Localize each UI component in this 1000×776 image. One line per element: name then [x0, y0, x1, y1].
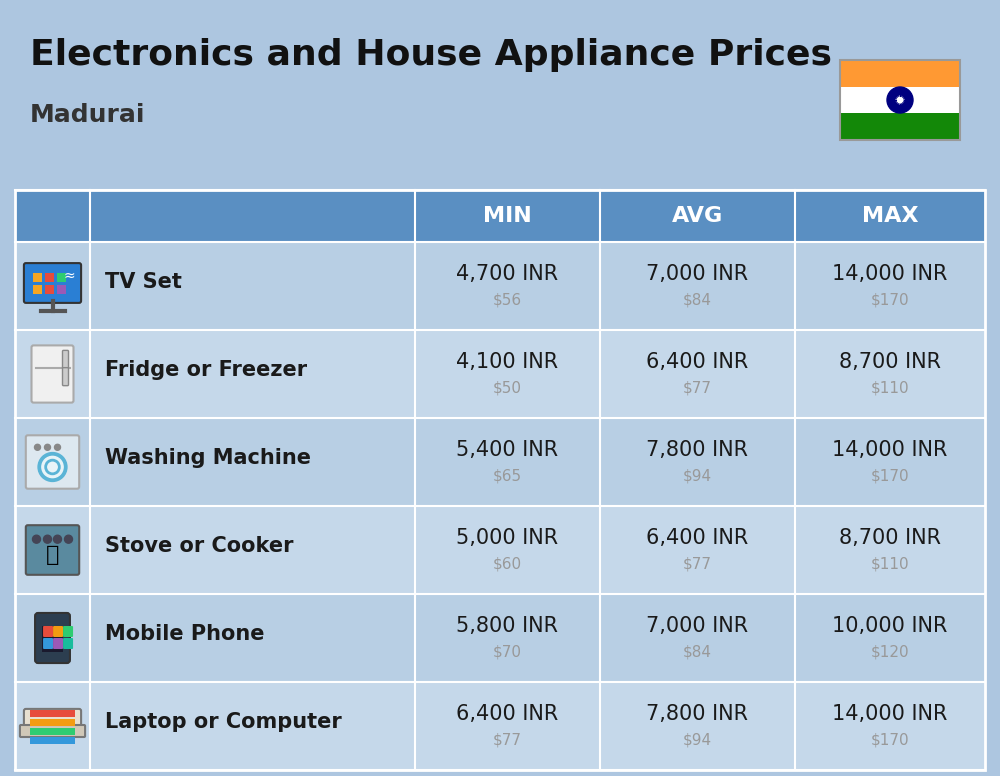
FancyBboxPatch shape	[26, 435, 79, 489]
Circle shape	[44, 535, 52, 543]
FancyBboxPatch shape	[15, 330, 985, 418]
FancyBboxPatch shape	[35, 613, 70, 663]
Text: 5,000 INR: 5,000 INR	[456, 528, 559, 548]
Circle shape	[896, 96, 904, 104]
Text: $94: $94	[683, 469, 712, 483]
Text: AVG: AVG	[672, 206, 723, 226]
Circle shape	[64, 535, 72, 543]
Text: Mobile Phone: Mobile Phone	[105, 624, 264, 644]
Text: TV Set: TV Set	[105, 272, 182, 292]
Text: MAX: MAX	[862, 206, 918, 226]
FancyBboxPatch shape	[20, 725, 85, 737]
FancyBboxPatch shape	[32, 345, 74, 403]
FancyBboxPatch shape	[840, 60, 960, 87]
Text: $65: $65	[493, 469, 522, 483]
Text: $77: $77	[683, 556, 712, 571]
Text: Fridge or Freezer: Fridge or Freezer	[105, 360, 307, 380]
Text: 🔥: 🔥	[46, 545, 59, 565]
Text: $110: $110	[871, 556, 909, 571]
FancyBboxPatch shape	[43, 638, 53, 649]
Text: $84: $84	[683, 645, 712, 660]
FancyBboxPatch shape	[63, 626, 73, 637]
FancyBboxPatch shape	[15, 594, 985, 682]
FancyBboxPatch shape	[56, 285, 66, 294]
Text: $94: $94	[683, 733, 712, 747]
FancyBboxPatch shape	[63, 638, 73, 649]
Text: $70: $70	[493, 645, 522, 660]
Text: 14,000 INR: 14,000 INR	[832, 440, 948, 460]
FancyBboxPatch shape	[32, 285, 42, 294]
FancyBboxPatch shape	[53, 638, 63, 649]
Circle shape	[54, 445, 60, 450]
Text: 14,000 INR: 14,000 INR	[832, 704, 948, 724]
FancyBboxPatch shape	[30, 719, 75, 726]
Text: MIN: MIN	[483, 206, 532, 226]
Text: 4,700 INR: 4,700 INR	[456, 264, 559, 284]
Text: 5,400 INR: 5,400 INR	[456, 440, 559, 460]
FancyBboxPatch shape	[26, 525, 79, 575]
Text: 7,800 INR: 7,800 INR	[646, 440, 748, 460]
FancyBboxPatch shape	[43, 626, 53, 637]
Text: Laptop or Computer: Laptop or Computer	[105, 712, 342, 732]
Text: Stove or Cooker: Stove or Cooker	[105, 536, 294, 556]
Text: 8,700 INR: 8,700 INR	[839, 352, 941, 372]
FancyBboxPatch shape	[30, 710, 75, 717]
Text: $60: $60	[493, 556, 522, 571]
FancyBboxPatch shape	[15, 418, 985, 506]
Text: 14,000 INR: 14,000 INR	[832, 264, 948, 284]
Text: 6,400 INR: 6,400 INR	[646, 528, 749, 548]
Circle shape	[44, 445, 50, 450]
Circle shape	[887, 87, 913, 113]
Circle shape	[42, 456, 63, 478]
Text: 8,700 INR: 8,700 INR	[839, 528, 941, 548]
FancyBboxPatch shape	[24, 709, 81, 730]
Text: $170: $170	[871, 733, 909, 747]
Text: $77: $77	[493, 733, 522, 747]
Text: $50: $50	[493, 380, 522, 396]
Circle shape	[38, 452, 67, 481]
FancyBboxPatch shape	[15, 242, 985, 330]
FancyBboxPatch shape	[15, 682, 985, 770]
Circle shape	[34, 445, 40, 450]
FancyBboxPatch shape	[30, 737, 75, 744]
Text: 4,100 INR: 4,100 INR	[456, 352, 559, 372]
Circle shape	[32, 535, 40, 543]
Text: 7,800 INR: 7,800 INR	[646, 704, 748, 724]
FancyBboxPatch shape	[42, 626, 63, 652]
Text: ≈: ≈	[63, 269, 75, 283]
FancyBboxPatch shape	[62, 368, 68, 386]
FancyBboxPatch shape	[44, 285, 54, 294]
Text: Electronics and House Appliance Prices: Electronics and House Appliance Prices	[30, 38, 832, 72]
FancyBboxPatch shape	[15, 190, 985, 242]
FancyBboxPatch shape	[32, 273, 42, 282]
Text: $170: $170	[871, 293, 909, 307]
FancyBboxPatch shape	[56, 273, 66, 282]
Text: Madurai: Madurai	[30, 103, 146, 127]
Text: $120: $120	[871, 645, 909, 660]
FancyBboxPatch shape	[30, 728, 75, 735]
Text: 10,000 INR: 10,000 INR	[832, 616, 948, 636]
Text: $110: $110	[871, 380, 909, 396]
Text: $170: $170	[871, 469, 909, 483]
Text: $77: $77	[683, 380, 712, 396]
FancyBboxPatch shape	[15, 506, 985, 594]
Text: 7,000 INR: 7,000 INR	[646, 616, 749, 636]
Text: $56: $56	[493, 293, 522, 307]
Text: 6,400 INR: 6,400 INR	[456, 704, 559, 724]
Text: Washing Machine: Washing Machine	[105, 448, 311, 468]
FancyBboxPatch shape	[840, 113, 960, 140]
FancyBboxPatch shape	[840, 87, 960, 113]
Text: $84: $84	[683, 293, 712, 307]
Text: 6,400 INR: 6,400 INR	[646, 352, 749, 372]
FancyBboxPatch shape	[53, 626, 63, 637]
Text: 5,800 INR: 5,800 INR	[456, 616, 558, 636]
FancyBboxPatch shape	[62, 351, 68, 369]
Text: 7,000 INR: 7,000 INR	[646, 264, 749, 284]
FancyBboxPatch shape	[44, 273, 54, 282]
Circle shape	[54, 535, 62, 543]
FancyBboxPatch shape	[24, 263, 81, 303]
